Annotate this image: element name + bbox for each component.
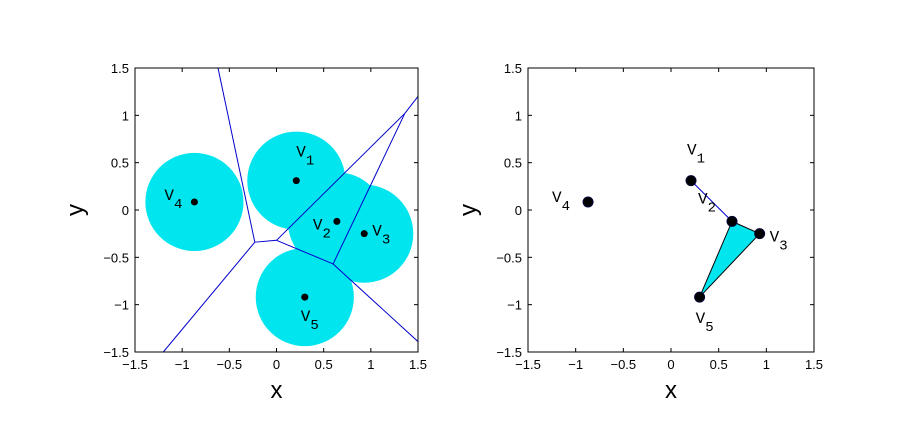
label-sub: 4 — [562, 199, 570, 215]
point-label: V3 — [770, 229, 788, 255]
point — [292, 177, 300, 185]
y-tick-label: −1 — [507, 298, 522, 313]
plot-area — [528, 68, 814, 352]
voronoi-edge — [404, 96, 418, 114]
x-tick-label: 0.5 — [315, 357, 333, 372]
x-tick-label: −1.5 — [122, 357, 148, 372]
point-label: V3 — [372, 223, 390, 249]
point-label: V5 — [696, 310, 714, 336]
voronoi-edge — [162, 241, 256, 352]
label-sub: 3 — [779, 239, 787, 255]
point — [685, 175, 697, 187]
x-axis-label: x — [665, 377, 677, 404]
point — [582, 196, 594, 208]
label-sub: 1 — [697, 152, 705, 168]
y-tick-label: 1.5 — [504, 61, 522, 76]
point-label: V5 — [301, 308, 319, 334]
y-tick-label: 1.5 — [111, 61, 129, 76]
link — [690, 180, 733, 222]
point — [754, 228, 766, 240]
label-name: V — [313, 216, 323, 234]
point-label: V4 — [164, 187, 182, 213]
y-tick-label: 0.5 — [504, 156, 522, 171]
label-name: V — [687, 142, 697, 160]
x-tick-label: −1.5 — [515, 357, 541, 372]
x-tick-label: −0.5 — [216, 357, 242, 372]
point — [190, 198, 198, 206]
x-axis-label: x — [271, 377, 283, 404]
point-label: V1 — [687, 142, 705, 168]
label-sub: 1 — [306, 154, 314, 170]
y-axis-label: y — [62, 204, 89, 216]
point — [360, 230, 368, 238]
point-label: V4 — [552, 189, 570, 215]
voronoi-edge — [276, 239, 334, 265]
x-tick-label: 0 — [273, 357, 280, 372]
voronoi-edge — [276, 113, 406, 241]
x-tick-label: 0 — [667, 357, 674, 372]
point-label: V1 — [296, 144, 314, 170]
label-sub: 4 — [174, 197, 182, 213]
point — [726, 215, 738, 227]
y-tick-label: −0.5 — [496, 250, 522, 265]
label-name: V — [164, 187, 174, 205]
y-tick-label: −1.5 — [496, 345, 522, 360]
x-tick-label: −1 — [568, 357, 583, 372]
label-name: V — [296, 144, 306, 162]
label-sub: 2 — [322, 226, 330, 242]
x-tick-label: 1 — [763, 357, 770, 372]
point — [301, 293, 309, 301]
y-tick-label: 0 — [122, 203, 129, 218]
plot-content — [145, 68, 418, 352]
y-tick-label: 0.5 — [111, 156, 129, 171]
x-tick-label: 1.5 — [409, 357, 427, 372]
triangle — [699, 220, 761, 298]
label-name: V — [372, 223, 382, 241]
label-name: V — [696, 310, 706, 328]
label-name: V — [698, 190, 708, 208]
label-sub: 5 — [310, 318, 318, 334]
point-label: V2 — [313, 216, 331, 242]
label-name: V — [301, 308, 311, 326]
label-sub: 3 — [382, 233, 390, 249]
voronoi-edge — [332, 263, 418, 342]
x-tick-label: −1 — [175, 357, 190, 372]
y-tick-label: −1.5 — [103, 345, 129, 360]
x-tick-label: 0.5 — [710, 357, 728, 372]
y-tick-label: 0 — [515, 203, 522, 218]
y-tick-label: −0.5 — [103, 250, 129, 265]
x-tick-label: 1 — [367, 357, 374, 372]
label-name: V — [770, 229, 780, 247]
y-tick-label: 1 — [122, 108, 129, 123]
voronoi-edge — [254, 239, 277, 243]
label-sub: 2 — [708, 200, 716, 216]
y-tick-label: 1 — [515, 108, 522, 123]
voronoi-edge — [332, 113, 406, 265]
plot-content — [582, 175, 766, 303]
label-sub: 5 — [705, 320, 713, 336]
label-name: V — [552, 189, 562, 207]
point — [694, 291, 706, 303]
y-tick-label: −1 — [114, 298, 129, 313]
point-label: V2 — [698, 190, 716, 216]
x-tick-label: 1.5 — [805, 357, 823, 372]
voronoi-edge — [217, 68, 256, 243]
point — [333, 217, 341, 225]
y-axis-label: y — [455, 204, 482, 216]
x-tick-label: −0.5 — [610, 357, 636, 372]
